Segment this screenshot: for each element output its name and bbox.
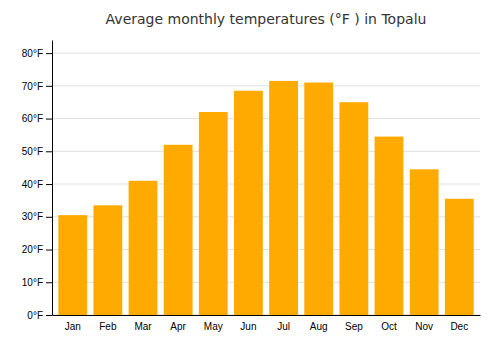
x-axis-line (53, 315, 481, 316)
y-tick: 0°F (27, 310, 52, 321)
y-tick-label: 70°F (22, 81, 43, 92)
y-tick-label: 40°F (22, 179, 43, 190)
y-tick-label: 80°F (22, 48, 43, 59)
x-tick-label: Nov (415, 321, 433, 332)
x-tick: Aug (310, 321, 328, 332)
y-tick-label: 20°F (22, 244, 43, 255)
x-tick-label: Mar (134, 321, 152, 332)
y-tick: 50°F (22, 146, 52, 157)
bar (93, 205, 122, 315)
y-tick-label: 10°F (22, 277, 43, 288)
y-tick: 30°F (22, 211, 52, 222)
bar (164, 145, 193, 315)
x-tick-label: Sep (345, 321, 363, 332)
y-tick-mark (46, 315, 52, 316)
x-tick: Oct (381, 321, 397, 332)
y-tick: 40°F (22, 179, 52, 190)
x-tick: Jan (65, 321, 81, 332)
y-axis-line (52, 41, 53, 316)
x-tick-label: Jul (277, 321, 290, 332)
x-tick-label: Jun (240, 321, 256, 332)
y-tick-mark (46, 151, 52, 152)
grid-line (52, 53, 480, 54)
bar (410, 169, 439, 315)
title: Average monthly temperatures (°F ) in To… (106, 11, 427, 27)
chart-svg: 0°F 10°F 20°F 30°F 40°F 50°F 60°F 70°F 80°F Jan Fe… (0, 0, 500, 350)
x-tick: Mar (134, 321, 152, 332)
y-tick-label: 50°F (22, 146, 43, 157)
y-tick-mark (46, 119, 52, 120)
grid-line (52, 85, 480, 86)
x-tick: Dec (450, 321, 468, 332)
x-tick: Nov (415, 321, 433, 332)
x-tick: May (204, 321, 223, 332)
bar (199, 112, 228, 315)
x-tick-label: Oct (381, 321, 397, 332)
x-tick-label: Jan (65, 321, 81, 332)
grid-line (52, 118, 480, 119)
y-tick: 80°F (22, 48, 52, 59)
x-tick-label: Dec (450, 321, 468, 332)
y-tick-mark (46, 250, 52, 251)
x-tick-label: Aug (310, 321, 328, 332)
y-axis: 0°F 10°F 20°F 30°F 40°F 50°F 60°F 70°F 80°F (22, 41, 53, 321)
plot: 0°F 10°F 20°F 30°F 40°F 50°F 60°F 70°F 80°F Jan Fe… (22, 41, 481, 333)
x-tick-label: May (204, 321, 223, 332)
y-tick-label: 0°F (27, 310, 43, 321)
x-tick: Jul (277, 321, 290, 332)
x-tick: Jun (240, 321, 256, 332)
y-tick-mark (46, 282, 52, 283)
bar (269, 81, 298, 315)
bar (58, 215, 87, 315)
y-tick-mark (46, 86, 52, 87)
x-tick-label: Apr (170, 321, 186, 332)
x-tick-label: Feb (99, 321, 117, 332)
y-tick: 20°F (22, 244, 52, 255)
y-tick-mark (46, 217, 52, 218)
chart-container: 0°F 10°F 20°F 30°F 40°F 50°F 60°F 70°F 80°F Jan Fe… (0, 0, 500, 350)
bars (58, 81, 473, 315)
y-tick: 10°F (22, 277, 52, 288)
y-tick-mark (46, 53, 52, 54)
y-tick-label: 60°F (22, 113, 43, 124)
x-axis: Jan Feb Mar Apr May Jun Jul Aug Sep Oct Nov Dec (53, 316, 481, 333)
bar (234, 91, 263, 315)
x-tick: Apr (170, 321, 186, 332)
x-tick: Feb (99, 321, 117, 332)
y-tick-mark (46, 184, 52, 185)
bar (445, 199, 474, 315)
grid-line (52, 151, 480, 152)
y-tick: 70°F (22, 81, 52, 92)
bar (304, 83, 333, 315)
y-tick: 60°F (22, 113, 52, 124)
bar (339, 102, 368, 315)
y-tick-label: 30°F (22, 211, 43, 222)
bar (129, 181, 158, 315)
grid (52, 53, 480, 315)
x-tick: Sep (345, 321, 363, 332)
bar (375, 137, 404, 315)
